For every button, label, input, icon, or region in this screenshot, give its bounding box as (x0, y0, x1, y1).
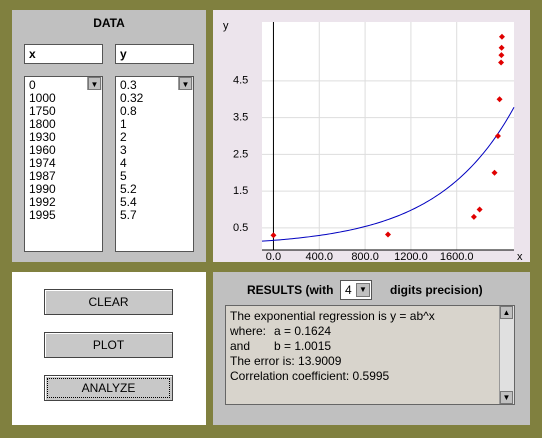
and-label: and (230, 339, 251, 353)
y-tick-label: 2.5 (233, 148, 248, 160)
y-tick-label: 1.5 (233, 185, 248, 197)
b-label: b = (274, 339, 292, 353)
list-item[interactable]: 1 (120, 117, 127, 131)
list-item[interactable]: 5.4 (120, 195, 137, 209)
list-item[interactable]: 3 (120, 143, 127, 157)
clear-button[interactable]: CLEAR (44, 289, 173, 315)
data-point (476, 206, 483, 213)
data-point (385, 231, 391, 238)
x-tick-label: 1200.0 (394, 251, 428, 262)
list-item[interactable]: 1930 (29, 130, 56, 144)
list-item[interactable]: 2 (120, 130, 127, 144)
analyze-button[interactable]: ANALYZE (44, 375, 173, 401)
a-label: a = (274, 324, 292, 338)
list-item[interactable]: 5.2 (120, 182, 137, 196)
error-value: 13.9009 (298, 354, 342, 368)
data-point (494, 133, 501, 139)
data-point (496, 96, 503, 103)
data-point (470, 213, 477, 220)
y-header[interactable]: y (115, 44, 194, 64)
x-header[interactable]: x (24, 44, 103, 64)
list-item[interactable]: 0.3 (120, 78, 137, 92)
precision-value: 4 (345, 283, 352, 297)
plot-button[interactable]: PLOT (44, 332, 173, 358)
x-list[interactable]: 0 1000 1750 1800 1930 1960 1974 1987 1990 1992 199… (24, 76, 103, 252)
data-point (498, 33, 505, 40)
list-item[interactable]: 1960 (29, 143, 56, 157)
x-tick-label: 1600.0 (440, 251, 474, 262)
where-label: where: (230, 324, 267, 338)
plot-area (262, 22, 514, 250)
list-item[interactable]: 0 (29, 78, 36, 92)
correlation-label: Correlation coefficient: (230, 369, 350, 383)
data-point (270, 232, 277, 239)
list-item[interactable]: 1995 (29, 208, 56, 222)
correlation-value: 0.5995 (352, 369, 390, 383)
button-panel: CLEAR PLOT ANALYZE (12, 272, 206, 425)
list-item[interactable]: 1974 (29, 156, 56, 170)
list-item[interactable]: 4 (120, 156, 127, 170)
x-tick-label: 0.0 (266, 251, 281, 262)
list-item[interactable]: 1000 (29, 91, 56, 105)
list-item[interactable]: 1750 (29, 104, 56, 118)
y-tick-label: 3.5 (233, 112, 248, 124)
chart: 0.0 400.0 800.0 1200.0 1600.0 0.5 1.5 2.5 3.5 4.5… (213, 10, 530, 262)
results-text: The exponential regression is y = ab^x w… (225, 305, 515, 405)
data-panel: DATA x y 0 1000 1750 1800 1930 1960 1974 1987 19… (12, 10, 206, 262)
data-point (498, 59, 505, 66)
list-item[interactable]: 5.7 (120, 208, 137, 222)
error-label: The error is: (230, 354, 295, 368)
data-point (498, 52, 505, 59)
data-point (491, 169, 498, 176)
y-axis-label: y (223, 20, 229, 32)
list-item[interactable]: 1987 (29, 169, 56, 183)
list-item[interactable]: 1800 (29, 117, 56, 131)
data-point (498, 44, 505, 51)
list-item[interactable]: 0.8 (120, 104, 137, 118)
results-heading-end: digits precision) (390, 283, 483, 297)
regression-curve (261, 107, 515, 242)
x-axis-label: x (517, 251, 523, 262)
list-item[interactable]: 0.32 (120, 91, 144, 105)
list-item[interactable]: 1992 (29, 195, 56, 209)
a-value: 0.1624 (294, 324, 332, 338)
y-tick-label: 0.5 (233, 222, 248, 234)
list-item[interactable]: 5 (120, 169, 127, 183)
x-tick-label: 800.0 (351, 251, 379, 262)
precision-select[interactable]: 4 ▼ (340, 280, 372, 300)
b-value: 1.0015 (294, 339, 332, 353)
x-tick-label: 400.0 (306, 251, 334, 262)
list-item[interactable]: 1990 (29, 182, 56, 196)
results-heading: RESULTS (with (247, 283, 334, 297)
equation: The exponential regression is y = ab^x (230, 309, 435, 323)
results-panel: RESULTS (with 4 ▼ digits precision) The e… (213, 272, 530, 425)
y-tick-label: 4.5 (233, 75, 248, 87)
data-title: DATA (93, 16, 125, 30)
